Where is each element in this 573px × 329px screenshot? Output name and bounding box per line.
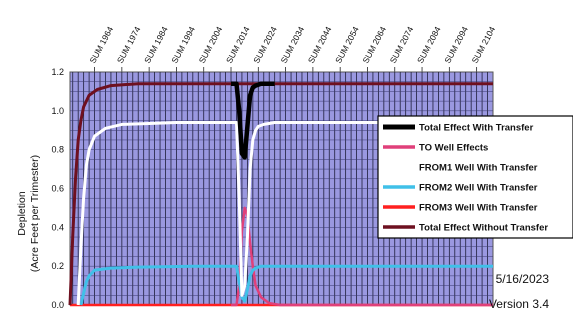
x-tick-label: SUM 2084 [415,25,443,65]
version-label: Version 3.4 [488,297,549,311]
series-lines [68,81,493,307]
legend-label: Total Effect Without Transfer [419,223,548,234]
legend-label: FROM2 Well With Transfer [419,183,538,194]
x-tick-label: SUM 2034 [279,25,307,65]
y-tick-labels: 0.0 0.2 0.4 0.6 0.8 1.0 1.2 [51,67,64,310]
series-line-total-effect-with-transfer [231,81,275,160]
series-line-from1-well-with-transfer [76,121,493,306]
legend-label: FROM1 Well With Transfer [419,163,538,174]
legend-box [377,115,573,239]
y-tick-label: 0.4 [51,222,64,232]
y-tick-label: 0.6 [51,184,64,194]
y-axis-label: Depletion (Acre Feet per Trimester) [16,155,41,272]
series-line-from2-well-with-transfer [79,264,493,306]
y-axis-label-line: (Acre Feet per Trimester) [29,155,41,272]
legend-label: Total Effect With Transfer [419,123,534,134]
x-tick-label: SUM 2054 [333,25,361,65]
y-tick-label: 1.2 [51,67,64,77]
x-tick-label: SUM 1994 [169,25,197,65]
x-tick-label: SUM 2044 [306,25,334,65]
y-tick-label: 0.8 [51,145,64,155]
y-tick-label: 0.2 [51,261,64,271]
legend-label: FROM3 Well With Transfer [419,203,538,214]
x-tick-label: SUM 2104 [470,25,498,65]
x-tick-label: SUM 2094 [442,25,470,65]
y-tick-label: 1.0 [51,106,64,116]
legend-label: TO Well Effects [419,143,488,154]
x-tick-label: SUM 2074 [388,25,416,65]
x-tick-label: SUM 2024 [251,25,279,65]
x-tick-label: SUM 2004 [197,25,225,65]
x-tick-label: SUM 2064 [360,25,388,65]
x-tick-labels: SUM 1964 SUM 1974 SUM 1984 SUM 1994 SUM 2004… [87,25,497,72]
x-tick-label: SUM 1974 [115,25,143,65]
y-tick-label: 0.0 [51,300,64,310]
date-label: 5/16/2023 [495,272,549,286]
x-tick-label: SUM 2014 [224,25,252,65]
x-tick-label: SUM 1984 [142,25,170,65]
legend: Total Effect With Transfer TO Well Effect… [377,115,573,239]
x-tick-label: SUM 1964 [87,25,115,65]
y-axis-label-line: Depletion [16,191,28,236]
